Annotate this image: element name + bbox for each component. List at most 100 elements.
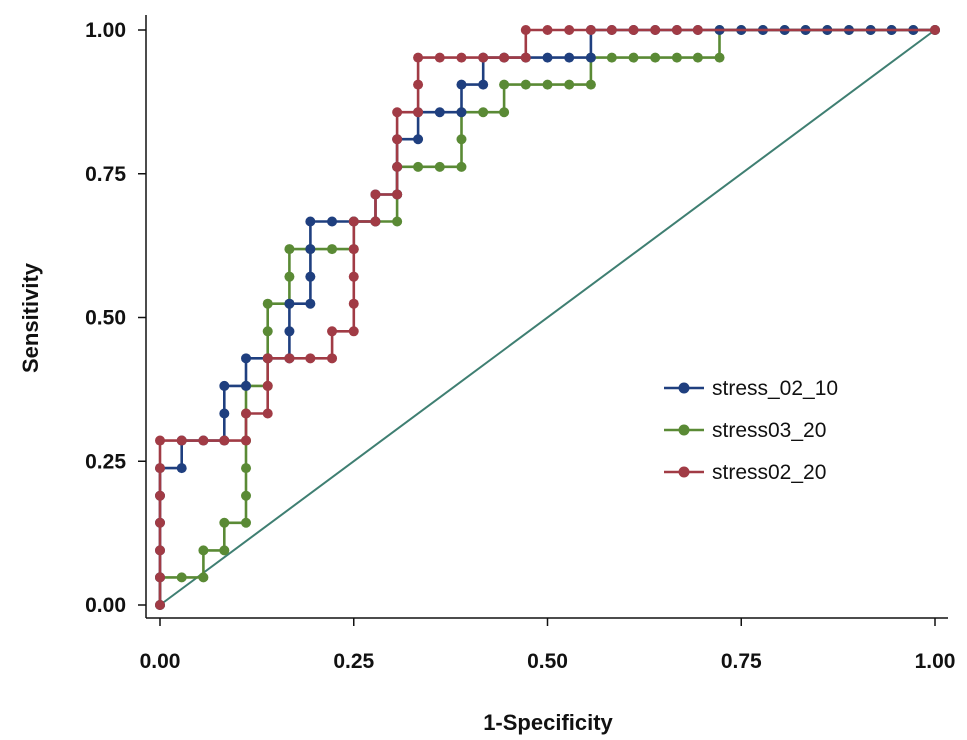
data-point [434, 107, 445, 118]
data-point [198, 545, 209, 556]
data-point [606, 52, 617, 63]
data-point [542, 52, 553, 63]
data-point [219, 380, 230, 391]
data-point [262, 353, 273, 364]
series-stress02_20 [155, 25, 940, 610]
legend: stress_02_10 stress03_20 stress02_20 [664, 377, 838, 484]
legend-swatch-marker [678, 382, 690, 394]
data-point [478, 52, 489, 63]
y-tick-label: 1.00 [85, 19, 126, 42]
data-point [499, 52, 510, 63]
x-tick-label: 0.75 [721, 650, 762, 673]
data-point [520, 25, 531, 35]
data-point [478, 79, 489, 90]
data-point [305, 353, 316, 364]
plot-area: 0.00 0.25 0.50 0.75 1.00 0.00 0.25 0.50 0.75 1.0… [85, 15, 955, 673]
data-point [692, 52, 703, 63]
data-point [392, 134, 403, 145]
y-axis-title: Sensitivity [18, 262, 43, 373]
data-point [327, 244, 338, 255]
x-tick-label: 0.25 [333, 650, 374, 673]
data-point [155, 490, 165, 501]
data-point [327, 216, 338, 227]
data-point [305, 271, 316, 282]
data-point [650, 25, 661, 35]
data-point [176, 435, 187, 446]
data-point [671, 52, 682, 63]
y-axis-ticks: 0.00 0.25 0.50 0.75 1.00 [85, 19, 146, 617]
data-point [348, 216, 359, 227]
data-point [456, 79, 467, 90]
data-point [606, 25, 617, 35]
data-point [370, 189, 381, 200]
data-point [585, 52, 596, 63]
data-point [542, 79, 553, 90]
data-point [284, 298, 295, 309]
data-point [392, 161, 403, 172]
data-point [434, 52, 445, 63]
legend-swatch-marker [678, 466, 690, 478]
data-point [241, 490, 252, 501]
data-point [542, 25, 553, 35]
data-point [456, 134, 467, 145]
data-point [585, 79, 596, 90]
data-point [284, 326, 295, 337]
data-point [305, 244, 316, 255]
data-point [585, 25, 596, 35]
data-point [671, 25, 682, 35]
data-point [262, 380, 273, 391]
data-point [413, 161, 424, 172]
data-point [241, 517, 252, 528]
data-point [564, 25, 575, 35]
data-point [478, 107, 489, 118]
data-point [219, 408, 230, 419]
x-axis-ticks: 0.00 0.25 0.50 0.75 1.00 [140, 618, 955, 673]
data-point [564, 79, 575, 90]
data-point [456, 52, 467, 63]
data-point [370, 216, 381, 227]
data-point [198, 572, 209, 583]
y-tick-label: 0.75 [85, 163, 126, 186]
data-point [348, 326, 359, 337]
data-point [564, 52, 575, 63]
data-point [327, 353, 338, 364]
x-axis-title: 1-Specificity [483, 710, 613, 735]
data-point [499, 107, 510, 118]
data-point [219, 545, 230, 556]
data-point [628, 52, 639, 63]
data-point [284, 353, 295, 364]
y-tick-label: 0.25 [85, 450, 126, 473]
data-point [348, 244, 359, 255]
data-point [520, 79, 531, 90]
data-point [456, 107, 467, 118]
data-point [284, 271, 295, 282]
x-tick-label: 0.00 [140, 650, 181, 673]
data-point [628, 25, 639, 35]
data-point [155, 463, 165, 474]
data-point [692, 25, 703, 35]
data-point [348, 298, 359, 309]
data-point [176, 463, 187, 474]
reference-diagonal-line [159, 29, 936, 606]
data-point [413, 79, 424, 90]
legend-label: stress03_20 [712, 419, 826, 442]
data-point [262, 298, 273, 309]
y-tick-label: 0.00 [85, 594, 126, 617]
data-point [241, 353, 252, 364]
data-point [155, 435, 165, 446]
data-point [714, 52, 725, 63]
data-point [198, 435, 209, 446]
data-point [241, 408, 252, 419]
data-point [241, 380, 252, 391]
data-point [284, 244, 295, 255]
data-point [241, 435, 252, 446]
legend-label: stress_02_10 [712, 377, 838, 400]
data-point [219, 435, 230, 446]
data-point [392, 189, 403, 200]
data-point [456, 161, 467, 172]
y-tick-label: 0.50 [85, 307, 126, 330]
data-point [499, 79, 510, 90]
series-layer [155, 25, 940, 610]
data-point [155, 572, 165, 583]
legend-label: stress02_20 [712, 461, 826, 484]
